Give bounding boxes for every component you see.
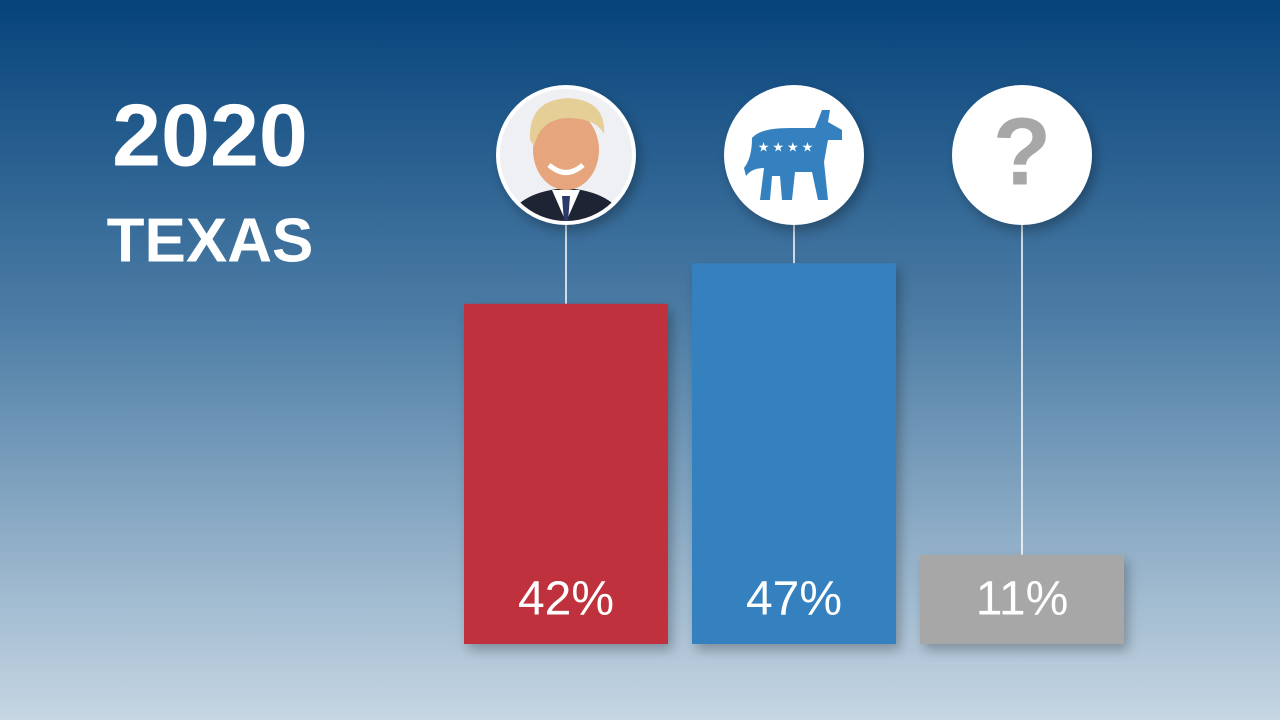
category-label: ? xyxy=(993,98,1052,205)
value-label: 11% xyxy=(976,573,1069,626)
svg-text:★★★★: ★★★★ xyxy=(758,139,817,154)
party-icon: ★★★★ xyxy=(724,85,864,225)
chart-title: 2020 xyxy=(112,85,308,184)
bar xyxy=(692,263,896,644)
bars: 42% 47% 11% xyxy=(464,225,1124,644)
chart-subtitle: TEXAS xyxy=(107,206,314,275)
unknown-icon xyxy=(952,85,1092,225)
value-label: 47% xyxy=(746,573,842,626)
bar xyxy=(464,303,668,644)
value-label: 42% xyxy=(518,573,614,626)
bar xyxy=(920,554,1124,644)
candidate-portrait xyxy=(496,85,636,225)
